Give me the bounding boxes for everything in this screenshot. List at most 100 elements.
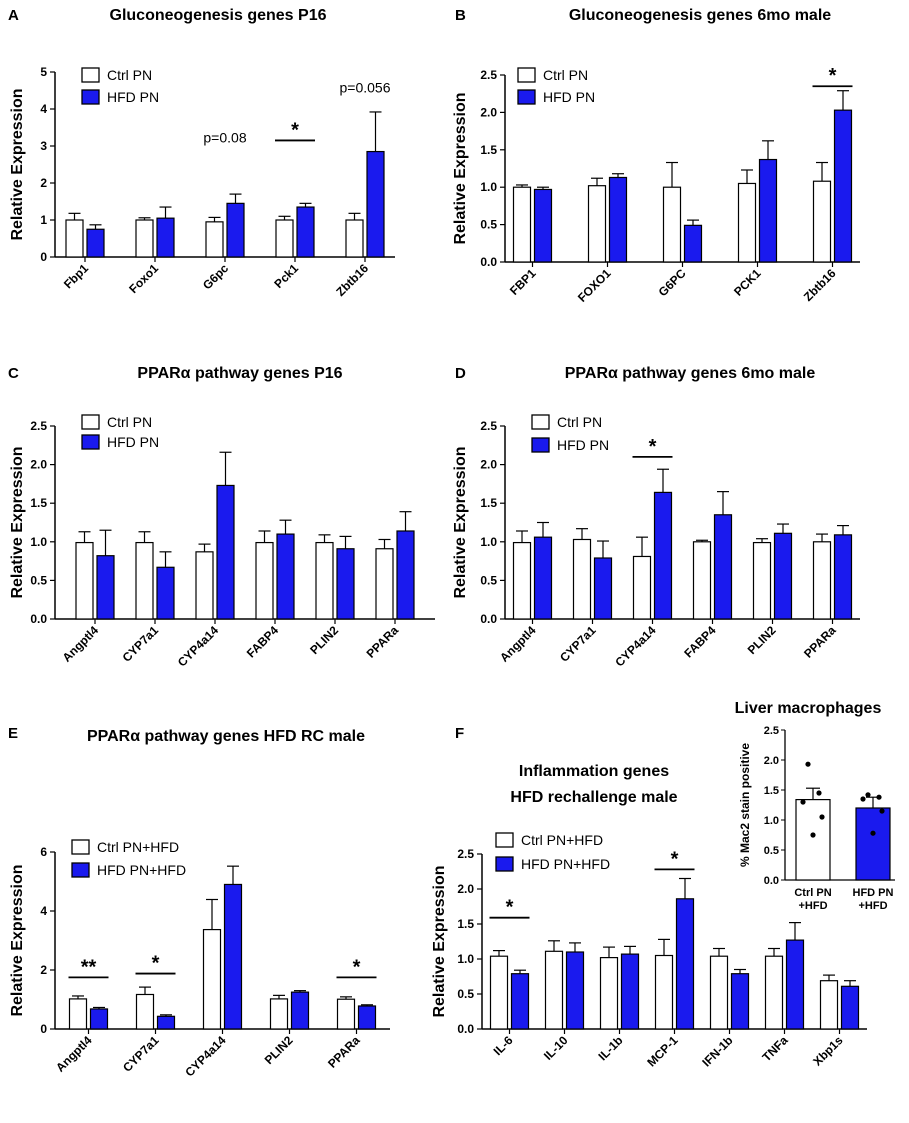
- bar-ctrl: [269, 998, 289, 1030]
- y-tick-label: 2.0: [30, 458, 47, 472]
- x-tick-label: G6pc: [200, 261, 231, 292]
- y-tick-label: 0.0: [480, 612, 497, 626]
- x-tick-label: TNFa: [760, 1033, 791, 1064]
- bar-hfd: [156, 1015, 176, 1030]
- bar-ctrl: [812, 180, 832, 263]
- bar-hfd: [223, 883, 243, 1030]
- legend-swatch-hfd: [495, 856, 514, 872]
- legend-swatch-ctrl: [81, 414, 100, 430]
- x-tick-label: Angptl4: [60, 623, 102, 665]
- bar-hfd: [290, 991, 310, 1030]
- y-tick-label: 2.0: [480, 458, 497, 472]
- legend-label-hfd: HFD PN: [557, 437, 609, 453]
- bar-hfd: [357, 1005, 377, 1030]
- y-tick-label: 1.0: [480, 535, 497, 549]
- chart-title: PPARα pathway genes P16: [137, 365, 342, 382]
- bar-ctrl: [275, 219, 294, 258]
- bar-ctrl: [135, 219, 154, 258]
- y-axis-label: Relative Expression: [431, 865, 448, 1017]
- panel-F-inset: Liver macrophages % Mac2 stain positive 0.…: [735, 700, 895, 912]
- significance-star: *: [291, 119, 299, 141]
- x-tick-label: CYP4a14: [612, 623, 658, 669]
- inset-y-tick-label: 0.0: [764, 875, 779, 887]
- significance-star: *: [506, 897, 514, 919]
- x-tick-label: CYP4a14: [182, 1033, 228, 1079]
- bar-hfd: [713, 514, 733, 620]
- inset-data-point: [800, 799, 806, 805]
- bar-hfd: [840, 985, 860, 1030]
- legend-swatch-hfd: [531, 437, 550, 453]
- bar-ctrl: [255, 541, 274, 620]
- bar-hfd: [833, 534, 853, 620]
- bar-hfd: [156, 566, 175, 620]
- chart-title: PPARα pathway genes HFD RC male: [87, 728, 365, 745]
- y-tick-label: 1.5: [457, 917, 474, 931]
- bar-hfd: [785, 939, 805, 1030]
- inset-y-tick-label: 0.5: [764, 845, 779, 857]
- bar-hfd: [216, 484, 235, 620]
- bar-ctrl: [345, 219, 364, 258]
- y-tick-label: 3: [40, 139, 47, 153]
- panel-label: F: [455, 725, 464, 742]
- x-tick-label: IL-10: [541, 1033, 571, 1063]
- y-tick-label: 2.0: [480, 105, 497, 119]
- y-tick-label: 6: [40, 845, 47, 859]
- legend-swatch-hfd: [81, 89, 100, 105]
- y-tick-label: 0.5: [480, 218, 497, 232]
- legend-swatch-hfd: [71, 862, 90, 878]
- inset-data-point: [876, 794, 882, 800]
- bar-hfd: [620, 953, 640, 1030]
- x-tick-label: IL-6: [491, 1033, 516, 1058]
- y-tick-label: 0: [40, 1022, 47, 1036]
- bar-hfd: [653, 491, 673, 620]
- bar-ctrl: [205, 221, 224, 258]
- bar-hfd: [533, 536, 553, 620]
- x-tick-label: CYP7a1: [557, 623, 599, 665]
- legend-label-hfd: HFD PN+HFD: [521, 856, 610, 872]
- y-tick-label: 2: [40, 963, 47, 977]
- bar-hfd: [366, 150, 385, 258]
- bar-ctrl: [764, 955, 784, 1030]
- y-tick-label: 0.5: [480, 573, 497, 587]
- legend-label-hfd: HFD PN: [543, 89, 595, 105]
- legend-label-ctrl: Ctrl PN+HFD: [521, 832, 603, 848]
- bar-ctrl: [75, 541, 94, 620]
- legend-label-ctrl: Ctrl PN: [543, 67, 588, 83]
- panel-F: F Inflammation genes HFD rechallenge male R…: [431, 725, 867, 1070]
- bar-ctrl: [819, 980, 839, 1030]
- legend-swatch-hfd: [81, 434, 100, 450]
- x-tick-label: Zbtb16: [333, 261, 371, 299]
- y-tick-label: 2.5: [480, 419, 497, 433]
- y-tick-label: 2.5: [457, 847, 474, 861]
- significance-star: *: [353, 956, 361, 978]
- x-tick-label: Angptl4: [497, 623, 539, 665]
- x-tick-label: CYP7a1: [120, 623, 162, 665]
- inset-x-label: +HFD: [798, 900, 827, 912]
- bar-hfd: [675, 898, 695, 1030]
- bar-hfd: [758, 158, 778, 263]
- bar-ctrl: [336, 998, 356, 1030]
- bar-hfd: [89, 1008, 109, 1030]
- bar-hfd: [156, 217, 175, 258]
- bar-hfd: [86, 228, 105, 258]
- panel-label: B: [455, 7, 466, 24]
- x-tick-label: IL-1b: [595, 1033, 625, 1063]
- significance-star: *: [649, 436, 657, 458]
- legend-label-ctrl: Ctrl PN+HFD: [97, 839, 179, 855]
- inset-data-point: [819, 814, 825, 820]
- bar-ctrl: [375, 548, 394, 620]
- inset-y-tick-label: 2.5: [764, 725, 779, 737]
- x-tick-label: Fbp1: [61, 261, 91, 291]
- bar-ctrl: [315, 541, 334, 620]
- significance-star: **: [81, 956, 97, 978]
- legend-swatch-ctrl: [71, 839, 90, 855]
- chart-title: PPARα pathway genes 6mo male: [565, 365, 816, 382]
- p-value-label: p=0.056: [340, 79, 391, 95]
- bar-ctrl: [812, 541, 832, 620]
- bar-ctrl: [599, 956, 619, 1030]
- significance-star: *: [829, 65, 837, 87]
- legend-label-hfd: HFD PN: [107, 434, 159, 450]
- bar-ctrl: [544, 950, 564, 1030]
- x-tick-label: FOXO1: [575, 266, 614, 305]
